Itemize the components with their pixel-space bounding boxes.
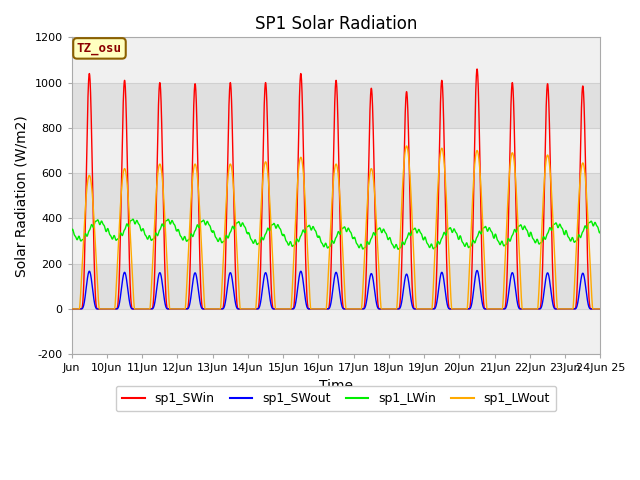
sp1_SWout (316, 306, 324, 312)
sp1_LWout (316, 306, 324, 312)
sp1_SWin (316, 306, 324, 312)
sp1_LWout (68, 306, 76, 312)
Legend: sp1_SWin, sp1_SWout, sp1_LWin, sp1_LWout: sp1_SWin, sp1_SWout, sp1_LWin, sp1_LWout (116, 386, 556, 411)
sp1_SWin (473, 66, 481, 72)
sp1_LWout (596, 306, 604, 312)
sp1_SWin (68, 306, 76, 312)
Text: TZ_osu: TZ_osu (77, 42, 122, 55)
sp1_LWin (426, 244, 433, 250)
sp1_LWout (484, 306, 492, 312)
sp1_LWin (596, 230, 604, 236)
sp1_SWin (484, 306, 492, 312)
X-axis label: Time: Time (319, 379, 353, 393)
sp1_LWout (403, 143, 410, 149)
sp1_LWout (425, 306, 433, 312)
sp1_SWout (425, 306, 433, 312)
sp1_SWout (596, 306, 604, 312)
sp1_SWin (163, 303, 170, 309)
Bar (72, 37, 600, 83)
sp1_LWout (163, 253, 170, 259)
Bar (72, 264, 600, 309)
sp1_LWin (596, 229, 604, 235)
sp1_SWin (596, 306, 604, 312)
sp1_SWout (68, 306, 76, 312)
sp1_LWin (394, 246, 402, 252)
Title: SP1 Solar Radiation: SP1 Solar Radiation (255, 15, 417, 33)
sp1_SWin (596, 306, 604, 312)
sp1_LWin (454, 237, 462, 242)
Line: sp1_LWout: sp1_LWout (72, 146, 600, 309)
Line: sp1_LWin: sp1_LWin (72, 219, 600, 249)
sp1_SWout (596, 306, 604, 312)
sp1_LWin (484, 227, 492, 232)
Line: sp1_SWout: sp1_SWout (72, 271, 600, 309)
Bar (72, 128, 600, 173)
sp1_SWout (473, 268, 481, 274)
Y-axis label: Solar Radiation (W/m2): Solar Radiation (W/m2) (15, 115, 29, 276)
sp1_SWout (484, 306, 492, 312)
sp1_LWin (316, 236, 324, 241)
sp1_SWout (454, 306, 462, 312)
sp1_LWin (163, 218, 171, 224)
sp1_LWout (454, 306, 462, 312)
sp1_LWin (68, 228, 76, 233)
sp1_LWout (596, 306, 604, 312)
Bar (72, 218, 600, 264)
Bar (72, 173, 600, 218)
sp1_SWin (454, 306, 462, 312)
sp1_SWout (163, 305, 170, 311)
Bar (72, 309, 600, 354)
Line: sp1_SWin: sp1_SWin (72, 69, 600, 309)
sp1_SWin (425, 306, 433, 312)
Bar (72, 83, 600, 128)
sp1_LWin (129, 216, 137, 222)
